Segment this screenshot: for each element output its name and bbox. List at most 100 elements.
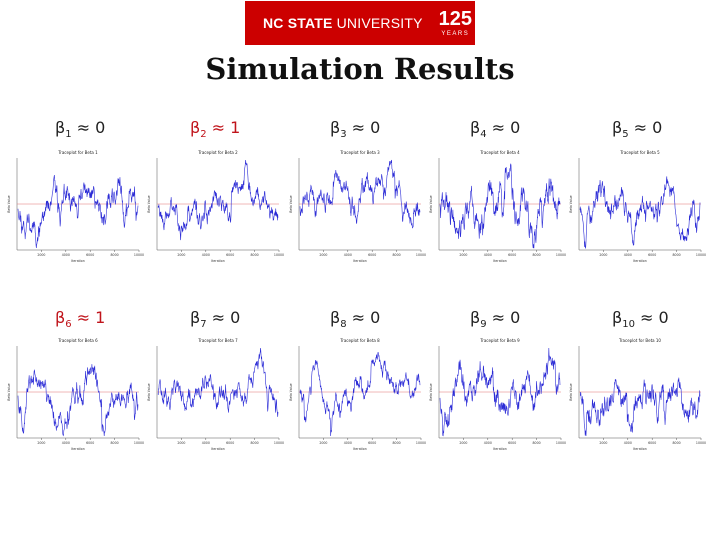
trace-line [17, 175, 139, 249]
beta-label-3: β3 ≈ 0 [330, 118, 380, 140]
beta-approx: ≈ 0 [486, 118, 521, 137]
beta-approx: ≈ 0 [346, 308, 381, 327]
beta-index: 6 [65, 319, 72, 331]
traceplot-svg: Traceplot for Beta 7 2000 4000 6000 8000 1000… [147, 338, 284, 451]
x-tick-label: 8000 [251, 441, 259, 445]
traceplot-title: Traceplot for Beta 6 [57, 338, 98, 343]
axis-lines [298, 158, 421, 251]
beta-label-10: β10 ≈ 0 [612, 308, 669, 330]
traceplot-beta-6: Traceplot for Beta 6 2000 4000 6000 8000 1000… [5, 338, 145, 460]
header-bar: NC STATE UNIVERSITY 125 YEARS [0, 0, 720, 46]
traceplot-title: Traceplot for Beta 3 [339, 150, 380, 155]
axis-lines [438, 158, 561, 251]
x-tick-label: 8000 [393, 441, 401, 445]
logo-wordmark: NC STATE UNIVERSITY [263, 15, 423, 31]
beta-approx: ≈ 0 [206, 308, 241, 327]
beta-symbol: β [190, 118, 201, 137]
y-axis-label: Beta Value [7, 383, 11, 400]
beta-index: 4 [480, 129, 487, 141]
y-axis-label: Beta Value [429, 195, 433, 212]
beta-symbol: β [330, 118, 341, 137]
x-tick-label: 10000 [134, 253, 144, 257]
x-tick-label: 4000 [624, 441, 632, 445]
beta-approx: ≈ 1 [206, 118, 241, 137]
beta-symbol: β [612, 118, 623, 137]
beta-label-4: β4 ≈ 0 [470, 118, 520, 140]
axis-lines [16, 158, 139, 251]
x-axis-label: Iteration [211, 447, 225, 451]
traceplot-beta-2: Traceplot for Beta 2 2000 4000 6000 8000 1000… [145, 150, 285, 272]
traceplot-title: Traceplot for Beta 2 [197, 150, 238, 155]
beta-index: 9 [480, 319, 487, 331]
x-tick-label: 2000 [37, 441, 45, 445]
traceplot-svg: Traceplot for Beta 6 2000 4000 6000 8000 1000… [7, 338, 144, 451]
x-tick-label: 4000 [62, 441, 70, 445]
y-axis-label: Beta Value [289, 195, 293, 212]
beta-approx: ≈ 0 [71, 118, 106, 137]
anniversary-mark: 125 YEARS [439, 9, 472, 37]
x-tick-label: 10000 [274, 441, 284, 445]
trace-line [17, 364, 139, 437]
traceplot-beta-10: Traceplot for Beta 10 2000 4000 6000 8000 100… [567, 338, 707, 460]
x-tick-label: 10000 [696, 253, 706, 257]
x-tick-label: 8000 [533, 441, 541, 445]
axis-lines [156, 158, 279, 251]
traceplot-beta-8: Traceplot for Beta 8 2000 4000 6000 8000 1000… [287, 338, 427, 460]
traceplot-svg: Traceplot for Beta 3 2000 4000 6000 8000 1000… [289, 150, 426, 263]
beta-symbol: β [470, 308, 481, 327]
x-tick-label: 10000 [416, 441, 426, 445]
beta-approx: ≈ 0 [486, 308, 521, 327]
anniversary-number: 125 [438, 8, 473, 30]
y-axis-label: Beta Value [429, 383, 433, 400]
y-axis-label: Beta Value [569, 383, 573, 400]
traceplot-svg: Traceplot for Beta 10 2000 4000 6000 8000 100… [569, 338, 706, 451]
x-tick-label: 2000 [177, 441, 185, 445]
x-tick-label: 2000 [37, 253, 45, 257]
y-axis-label: Beta Value [289, 383, 293, 400]
beta-approx: ≈ 1 [71, 308, 106, 327]
x-tick-label: 8000 [673, 253, 681, 257]
x-tick-label: 6000 [648, 253, 656, 257]
traceplot-svg: Traceplot for Beta 4 2000 4000 6000 8000 1000… [429, 150, 566, 263]
traceplot-beta-1: Traceplot for Beta 1 2000 4000 6000 8000 1000… [5, 150, 145, 272]
x-tick-label: 10000 [556, 253, 566, 257]
beta-approx: ≈ 0 [346, 118, 381, 137]
traceplot-title: Traceplot for Beta 9 [479, 338, 520, 343]
x-tick-label: 8000 [111, 441, 119, 445]
trace-line [299, 159, 421, 229]
x-tick-label: 6000 [86, 441, 94, 445]
trace-line [439, 163, 561, 249]
x-tick-label: 2000 [599, 441, 607, 445]
x-tick-label: 8000 [533, 253, 541, 257]
beta-label-2: β2 ≈ 1 [190, 118, 240, 140]
x-tick-label: 10000 [696, 441, 706, 445]
x-axis-label: Iteration [71, 259, 85, 263]
x-tick-label: 4000 [202, 253, 210, 257]
traceplot-svg: Traceplot for Beta 9 2000 4000 6000 8000 1000… [429, 338, 566, 451]
x-tick-label: 4000 [62, 253, 70, 257]
y-axis-label: Beta Value [7, 195, 11, 212]
beta-index: 8 [340, 319, 347, 331]
traceplot-svg: Traceplot for Beta 2 2000 4000 6000 8000 1000… [147, 150, 284, 263]
x-tick-label: 6000 [368, 441, 376, 445]
beta-symbol: β [55, 308, 66, 327]
x-axis-label: Iteration [493, 447, 507, 451]
trace-line [299, 352, 421, 437]
x-axis-label: Iteration [633, 259, 647, 263]
x-tick-label: 6000 [226, 441, 234, 445]
beta-symbol: β [190, 308, 201, 327]
beta-approx: ≈ 0 [634, 308, 669, 327]
traceplot-beta-5: Traceplot for Beta 5 2000 4000 6000 8000 1000… [567, 150, 707, 272]
x-tick-label: 2000 [177, 253, 185, 257]
y-axis-label: Beta Value [147, 195, 151, 212]
traceplot-beta-3: Traceplot for Beta 3 2000 4000 6000 8000 1000… [287, 150, 427, 272]
x-tick-label: 6000 [368, 253, 376, 257]
trace-line [579, 176, 701, 250]
x-tick-label: 8000 [673, 441, 681, 445]
x-tick-label: 4000 [484, 253, 492, 257]
traceplot-title: Traceplot for Beta 8 [339, 338, 380, 343]
x-tick-label: 2000 [319, 253, 327, 257]
beta-label-6: β6 ≈ 1 [55, 308, 105, 330]
x-tick-label: 8000 [251, 253, 259, 257]
x-axis-label: Iteration [353, 447, 367, 451]
